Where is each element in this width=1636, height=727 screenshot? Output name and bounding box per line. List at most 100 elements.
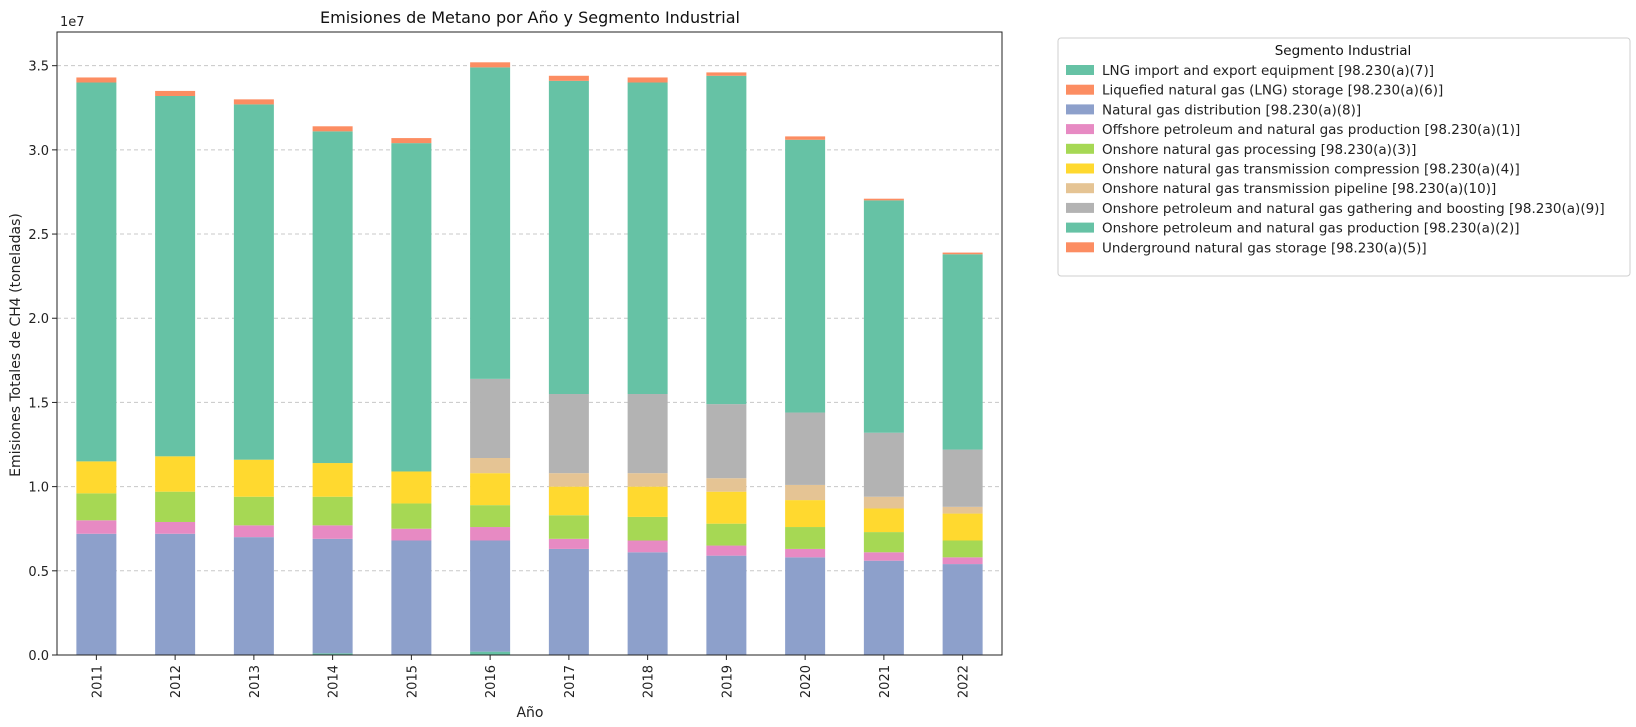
x-tick-label: 2021 <box>878 665 893 698</box>
bar-segment <box>76 520 117 534</box>
x-tick-label: 2016 <box>484 665 499 698</box>
bar-segment <box>470 651 511 655</box>
bar-segment <box>155 95 196 457</box>
bar-segment <box>548 548 589 655</box>
y-tick-label: 2.5 <box>28 228 49 243</box>
legend-entry: Underground natural gas storage [98.230(… <box>1102 240 1427 256</box>
y-tick-label: 1.5 <box>28 396 49 411</box>
x-ticks: 2011 2012 2013 2014 2015 2016 2017 2018 2019 2020… <box>90 655 972 698</box>
bar-segment <box>627 473 668 487</box>
bar-segment <box>470 527 511 541</box>
bar-segment <box>470 62 511 68</box>
bar-segment <box>233 104 274 460</box>
bar-segment <box>76 82 117 462</box>
bar-segment <box>706 491 747 524</box>
bar-segment <box>548 80 589 395</box>
x-tick-label: 2011 <box>90 665 105 698</box>
x-tick-label: 2014 <box>327 665 342 698</box>
bar-segment <box>548 515 589 539</box>
bar-segment <box>942 557 983 565</box>
bar-segment <box>233 496 274 526</box>
bar-segment <box>627 540 668 553</box>
bar-segment <box>785 412 826 485</box>
bar-segment <box>391 471 432 504</box>
bar-segment <box>312 653 353 655</box>
bar-segment <box>942 254 983 450</box>
x-tick-label: 2012 <box>169 665 184 698</box>
legend-entry: Offshore petroleum and natural gas produ… <box>1102 122 1520 138</box>
bar-segment <box>155 533 196 655</box>
bar-segment <box>942 540 983 558</box>
legend-swatch <box>1066 124 1094 135</box>
bar-segment <box>785 136 826 140</box>
bar-segment <box>627 486 668 517</box>
bar-segment <box>76 493 117 521</box>
bar-segment <box>548 394 589 474</box>
bar-segment <box>942 449 983 507</box>
bar-segment <box>706 72 747 76</box>
bar-segment <box>155 90 196 96</box>
bar-segment <box>155 521 196 534</box>
y-tick-label: 3.0 <box>28 144 49 159</box>
x-tick-label: 2013 <box>248 665 263 698</box>
bar-segment <box>76 533 117 655</box>
legend-entry: Onshore natural gas transmission compres… <box>1102 162 1520 178</box>
grid-lines <box>57 65 1002 572</box>
legend-frame <box>1057 37 1631 277</box>
bar-segment <box>312 463 353 497</box>
legend-swatch <box>1066 222 1094 233</box>
x-tick-label: 2015 <box>405 665 420 698</box>
bar-segment <box>312 538 353 654</box>
bars <box>76 62 983 655</box>
legend-swatch <box>1066 183 1094 194</box>
legend-swatch <box>1066 84 1094 95</box>
bar-segment <box>76 77 117 83</box>
bar-segment <box>785 548 826 558</box>
bar-segment <box>312 496 353 526</box>
bar-segment <box>233 99 274 105</box>
x-tick-label: 2022 <box>957 665 972 698</box>
legend-entry: LNG import and export equipment [98.230(… <box>1102 63 1434 79</box>
bar-segment <box>706 555 747 655</box>
bar-segment <box>785 139 826 413</box>
legend-entry: Onshore natural gas processing [98.230(a… <box>1102 142 1416 158</box>
bar-segment <box>155 491 196 522</box>
y-axis-label: Emisiones Totales de CH4 (toneladas) <box>8 213 24 477</box>
x-tick-label: 2020 <box>799 665 814 698</box>
bar-segment <box>312 131 353 464</box>
y-multiplier-label: 1e7 <box>60 15 85 30</box>
y-tick-label: 3.5 <box>28 60 49 75</box>
legend-entry: Natural gas distribution [98.230(a)(8)] <box>1102 102 1361 118</box>
bar-segment <box>942 506 983 514</box>
bar-segment <box>627 394 668 474</box>
y-tick-label: 0.5 <box>28 565 49 580</box>
bar-segment <box>548 473 589 487</box>
bar-segment <box>863 432 904 497</box>
bar-segment <box>942 252 983 255</box>
bar-segment <box>391 143 432 472</box>
bar-segment <box>470 505 511 528</box>
legend-swatch <box>1066 104 1094 115</box>
x-tick-label: 2018 <box>642 665 657 698</box>
bar-segment <box>155 456 196 492</box>
bar-segment <box>391 138 432 144</box>
bar-segment <box>548 538 589 549</box>
y-ticks: 0.0 0.5 1.0 1.5 2.0 2.5 3.0 3.5 <box>28 60 57 664</box>
bar-segment <box>706 478 747 492</box>
bar-segment <box>391 528 432 541</box>
bar-segment <box>863 508 904 533</box>
y-tick-label: 2.0 <box>28 312 49 327</box>
bar-segment <box>233 537 274 655</box>
bar-segment <box>627 552 668 655</box>
bar-segment <box>942 513 983 541</box>
bar-segment <box>470 540 511 652</box>
bar-segment <box>233 459 274 497</box>
chart-title: Emisiones de Metano por Año y Segmento I… <box>320 8 740 27</box>
legend-swatch <box>1066 202 1094 213</box>
bar-segment <box>863 532 904 553</box>
legend-entry: Onshore petroleum and natural gas gather… <box>1102 201 1605 217</box>
legend-entry: Liquefied natural gas (LNG) storage [98.… <box>1102 83 1443 99</box>
legend-swatch <box>1066 242 1094 253</box>
bar-segment <box>470 473 511 506</box>
bar-segment <box>627 82 668 395</box>
